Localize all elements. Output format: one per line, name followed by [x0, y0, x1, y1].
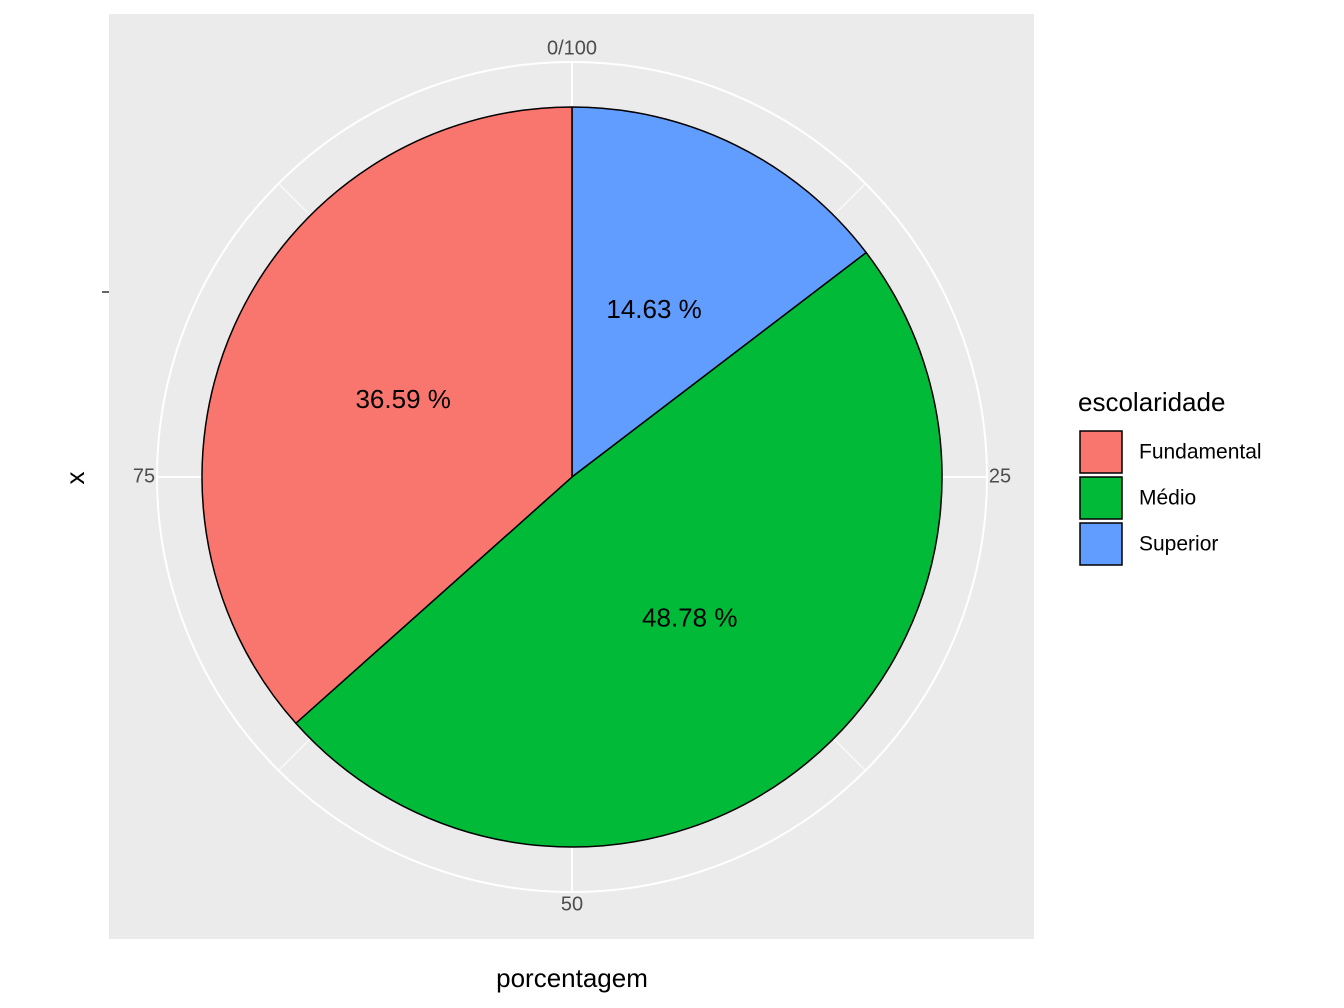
legend-key-médio [1079, 476, 1123, 520]
angular-tick-label: 50 [561, 893, 583, 915]
legend-label-superior: Superior [1139, 533, 1218, 556]
slice-label-fundamental: 36.59 % [355, 384, 450, 414]
legend-items: Fundamental Médio Superior [1079, 430, 1262, 566]
legend-title: escolaridade [1078, 387, 1225, 417]
angular-tick-label: 75 [133, 465, 155, 487]
slice-label-médio: 48.78 % [642, 603, 737, 633]
legend-key-fundamental [1079, 430, 1123, 474]
legend-label-médio: Médio [1139, 487, 1196, 510]
pie-slice-fundamental [201, 106, 573, 725]
angular-tick-layer: 0/100 25 50 75 [133, 37, 1011, 915]
legend-label-fundamental: Fundamental [1139, 441, 1262, 464]
y-axis-title: x [60, 472, 90, 485]
angular-tick-label: 0/100 [547, 37, 597, 59]
angular-tick-label: 25 [989, 465, 1011, 487]
legend-key-superior [1079, 522, 1123, 566]
slice-layer [201, 106, 943, 848]
slice-label-superior: 14.63 % [606, 294, 701, 324]
x-axis-title: porcentagem [496, 963, 648, 993]
legend: escolaridade Fundamental Médio Superior [1078, 387, 1262, 566]
pie-slice-superior [571, 106, 867, 478]
slice-label-layer: 14.63 % 48.78 % 36.59 % [355, 294, 737, 632]
pie-slice-médio [295, 251, 943, 848]
